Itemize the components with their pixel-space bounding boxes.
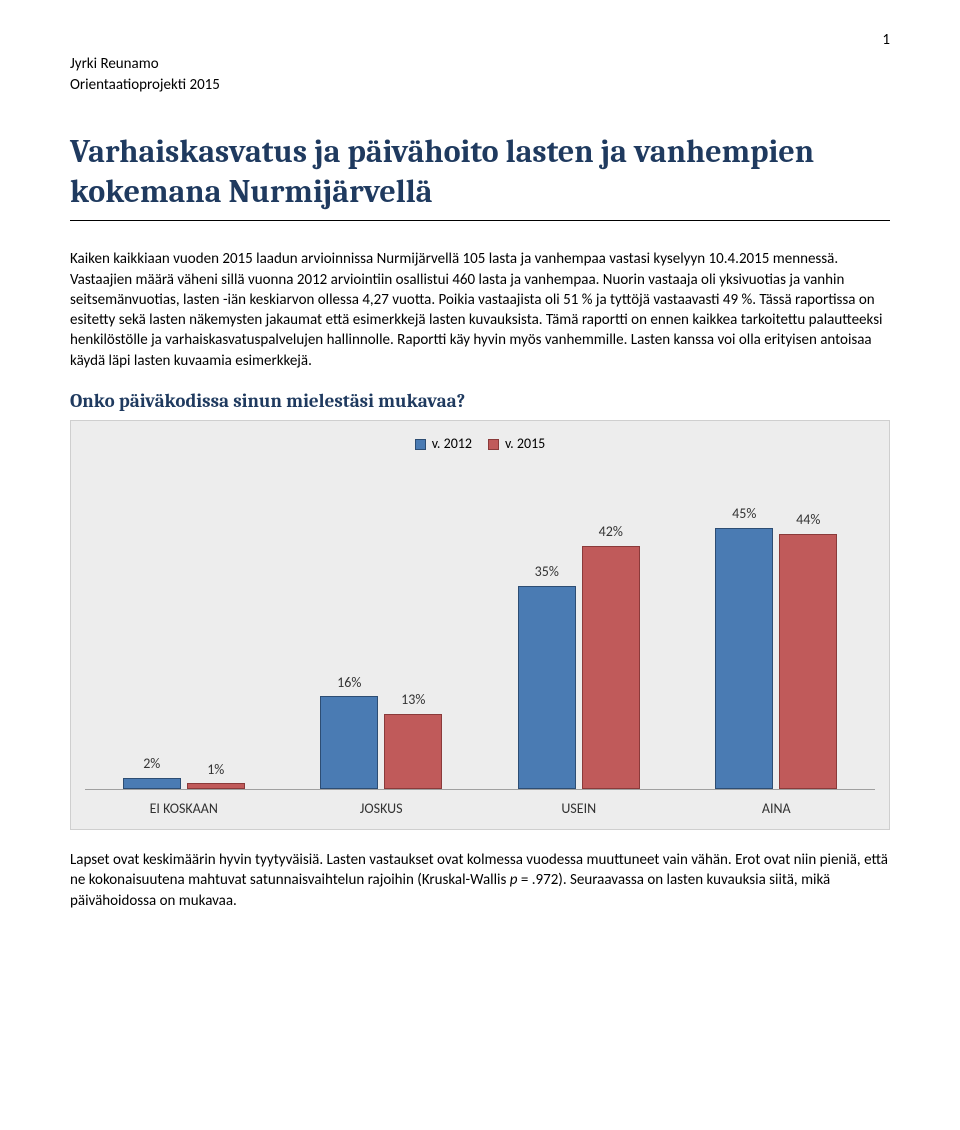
bar-rect — [518, 586, 576, 789]
intro-paragraph: Kaiken kaikkiaan vuoden 2015 laadun arvi… — [70, 249, 890, 371]
chart-heading: Onko päiväkodissa sinun mielestäsi mukav… — [70, 389, 890, 415]
legend-item: v. 2015 — [488, 435, 545, 454]
legend-label: v. 2015 — [505, 435, 545, 454]
bar-rect — [187, 783, 245, 789]
bar-chart: v. 2012 v. 2015 2% 1% 16% 13% 35% 42% 45% 44% EI… — [70, 420, 890, 830]
main-title: Varhaiskasvatus ja päivähoito lasten ja … — [70, 132, 890, 212]
bar-rect — [320, 696, 378, 789]
bar: 45% — [715, 505, 773, 789]
bar-rect — [123, 778, 181, 790]
chart-plot: 2% 1% 16% 13% 35% 42% 45% 44% — [85, 480, 875, 790]
bar: 35% — [518, 563, 576, 789]
title-rule — [70, 220, 890, 221]
axis-label: JOSKUS — [283, 800, 481, 819]
legend-swatch — [488, 439, 499, 450]
author-block: Jyrki Reunamo Orientaatioprojekti 2015 — [70, 54, 890, 96]
author-name: Jyrki Reunamo — [70, 54, 890, 75]
bar-rect — [384, 714, 442, 789]
caption-paragraph: Lapset ovat keskimäärin hyvin tyytyväisi… — [70, 850, 890, 911]
chart-axis: EI KOSKAANJOSKUSUSEINAINA — [85, 800, 875, 819]
bar-rect — [582, 546, 640, 790]
bar: 1% — [187, 761, 245, 790]
bar-rect — [715, 528, 773, 789]
bar: 2% — [123, 755, 181, 789]
axis-label: EI KOSKAAN — [85, 800, 283, 819]
bar-value-label: 13% — [401, 691, 425, 710]
page-number: 1 — [70, 30, 890, 50]
bar-group: 45% 44% — [678, 480, 876, 789]
axis-label: USEIN — [480, 800, 678, 819]
bar-value-label: 1% — [207, 761, 224, 780]
bar: 16% — [320, 674, 378, 790]
chart-legend: v. 2012 v. 2015 — [85, 435, 875, 456]
bar: 42% — [582, 523, 640, 789]
bar-rect — [779, 534, 837, 789]
bar-value-label: 16% — [337, 674, 361, 693]
bar-value-label: 44% — [796, 511, 820, 530]
bar-value-label: 35% — [535, 563, 559, 582]
bar-group: 16% 13% — [283, 480, 481, 789]
bar-value-label: 45% — [732, 505, 756, 524]
bar: 44% — [779, 511, 837, 789]
bar-value-label: 42% — [599, 523, 623, 542]
legend-label: v. 2012 — [432, 435, 472, 454]
legend-item: v. 2012 — [415, 435, 472, 454]
project-name: Orientaatioprojekti 2015 — [70, 75, 890, 96]
bar: 13% — [384, 691, 442, 789]
legend-swatch — [415, 439, 426, 450]
bar-value-label: 2% — [143, 755, 160, 774]
bar-group: 35% 42% — [480, 480, 678, 789]
axis-label: AINA — [678, 800, 876, 819]
bar-group: 2% 1% — [85, 480, 283, 789]
